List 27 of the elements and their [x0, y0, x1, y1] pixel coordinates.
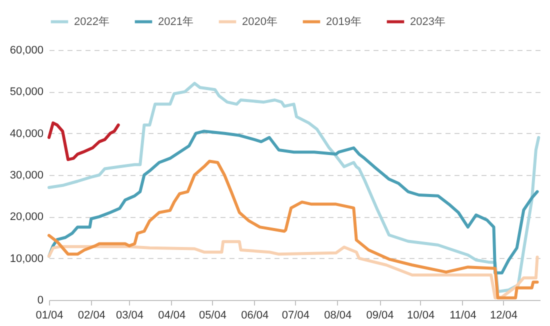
- x-tick-label: 03/04: [116, 310, 144, 322]
- y-tick-label: 40,000: [10, 128, 44, 140]
- x-tick-label: 09/04: [366, 310, 394, 322]
- y-tick-label: 20,000: [10, 211, 44, 224]
- line-series: [48, 130, 539, 274]
- legend-label: 2020年: [242, 16, 278, 28]
- x-tick-label: 02/04: [78, 310, 106, 322]
- legend-label: 2023年: [410, 16, 446, 28]
- legend-label: 2021年: [158, 16, 194, 28]
- y-tick-label: 60,000: [10, 44, 44, 56]
- x-tick-label: 11/04: [450, 310, 476, 322]
- legend-label: 2022年: [74, 16, 110, 28]
- legend-label: 2019年: [326, 16, 362, 28]
- y-tick-label: 30,000: [10, 170, 44, 182]
- y-tick-label: 50,000: [10, 86, 44, 98]
- x-tick-label: 12/04: [490, 310, 518, 322]
- x-tick-label: 07/04: [282, 310, 310, 322]
- line-series: [48, 121, 120, 162]
- y-tick-label: 10,000: [10, 252, 44, 265]
- x-tick-label: 05/04: [198, 310, 226, 322]
- x-tick-label: 04/04: [158, 310, 186, 322]
- y-tick-label: 0: [37, 294, 44, 306]
- x-tick-label: 06/04: [241, 310, 269, 322]
- x-tick-label: 08/04: [324, 310, 352, 322]
- x-tick-label: 10/04: [407, 310, 435, 322]
- line-series: [48, 82, 540, 294]
- x-tick-label: 01/04: [36, 310, 64, 322]
